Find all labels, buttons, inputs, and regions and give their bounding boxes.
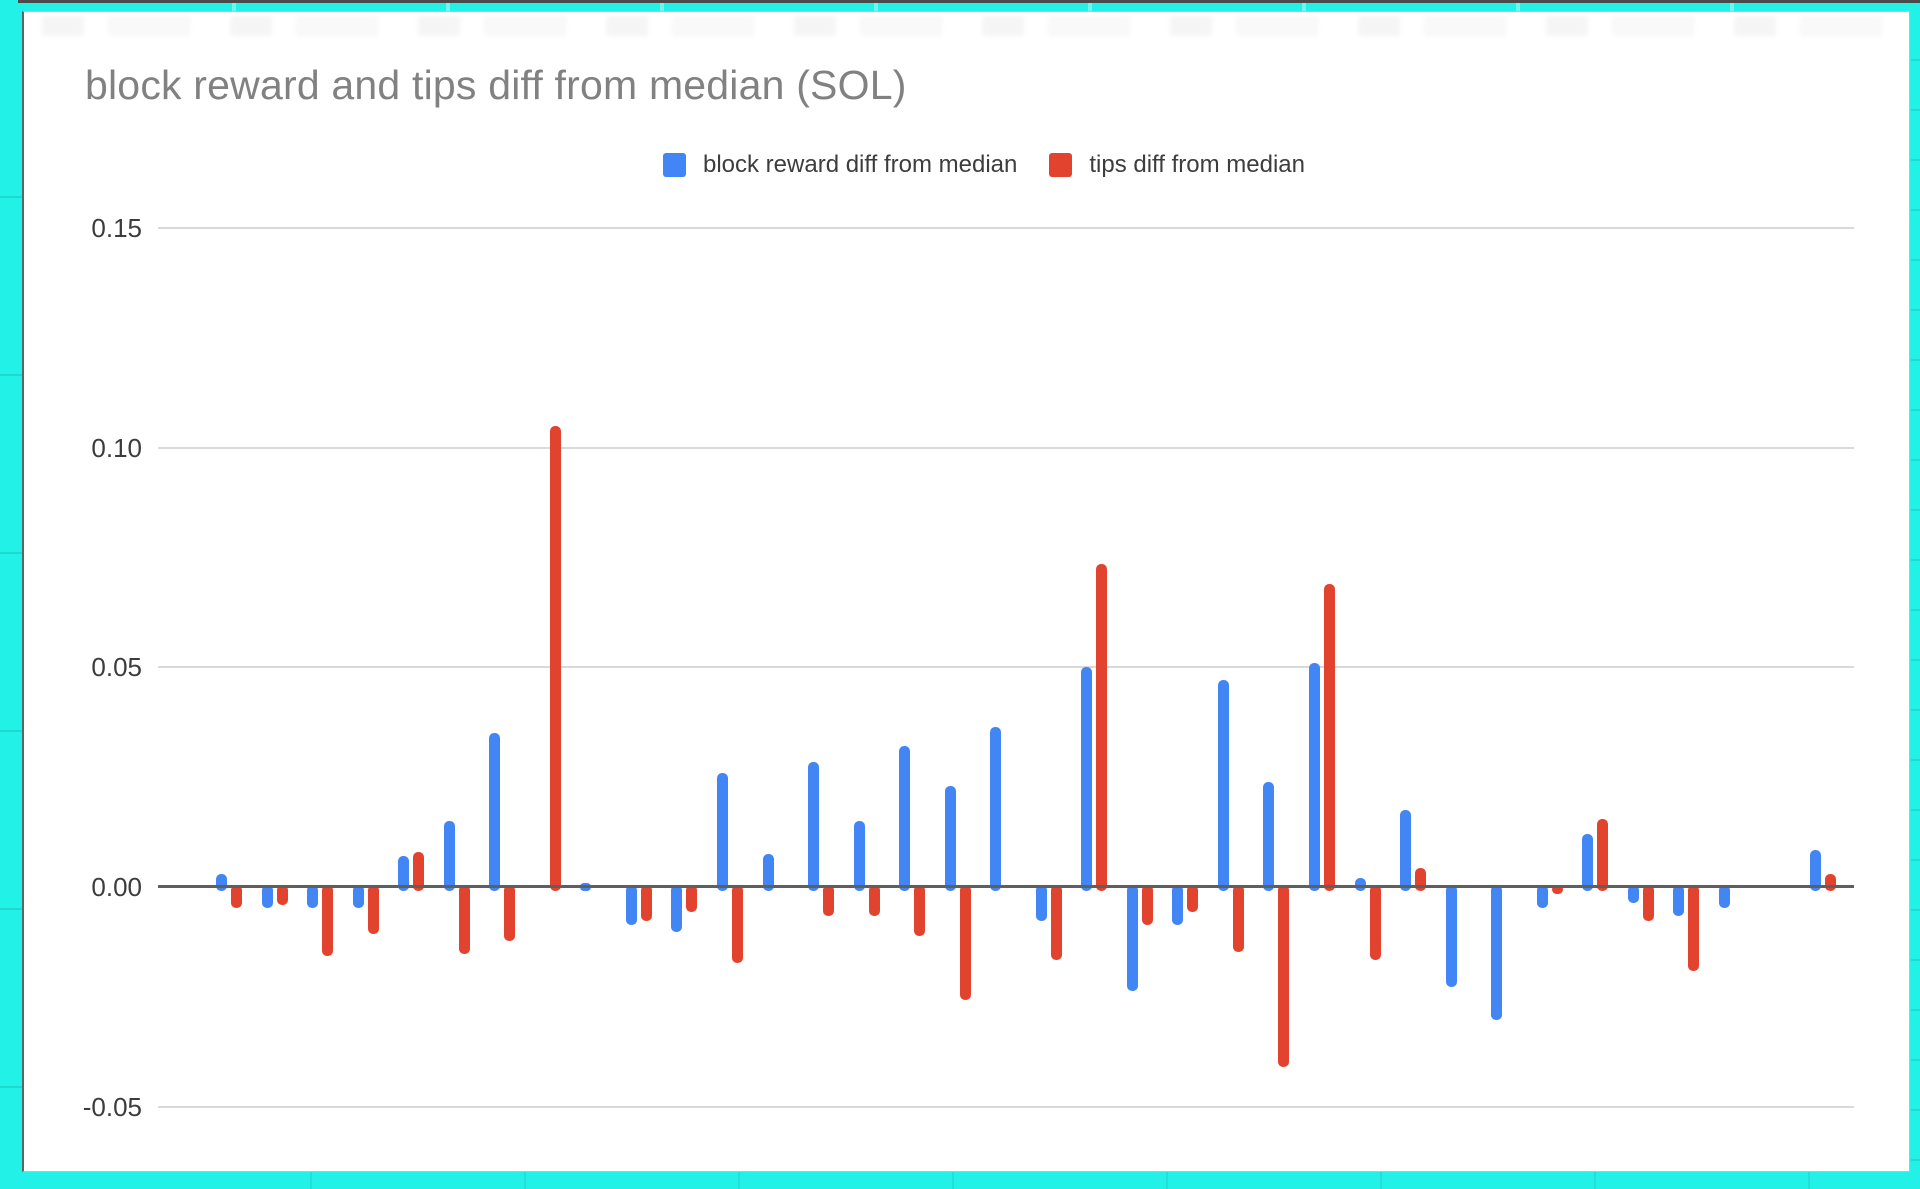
bar-block-reward-diff[interactable]: [1491, 885, 1503, 1020]
bar-tips-diff[interactable]: [1232, 885, 1244, 952]
x-axis-baseline: [158, 885, 1854, 888]
chart-legend: block reward diff from median tips diff …: [136, 151, 1832, 179]
bar-tips-diff[interactable]: [1415, 867, 1427, 891]
bar-tips-diff[interactable]: [276, 885, 288, 906]
spreadsheet-bottom-strip: [22, 1172, 1910, 1189]
bar-tips-diff[interactable]: [868, 885, 880, 917]
spreadsheet-right-strip: [1911, 11, 1920, 1189]
bar-tips-diff[interactable]: [1096, 563, 1108, 891]
y-axis-tick-label: 0.10: [91, 432, 142, 463]
bar-tips-diff[interactable]: [458, 885, 470, 954]
legend-item-block-reward: block reward diff from median: [662, 151, 1018, 179]
chart-card[interactable]: block reward and tips diff from median (…: [22, 11, 1910, 1172]
bar-block-reward-diff[interactable]: [1673, 885, 1685, 917]
window-top-edge: [18, 0, 1920, 3]
bar-block-reward-diff[interactable]: [625, 885, 637, 926]
bar-tips-diff[interactable]: [914, 885, 926, 937]
y-axis-tick-label: -0.05: [82, 1091, 142, 1122]
bar-block-reward-diff[interactable]: [944, 785, 956, 891]
bar-block-reward-diff[interactable]: [762, 854, 774, 891]
bar-block-reward-diff[interactable]: [216, 873, 227, 891]
bar-block-reward-diff[interactable]: [1035, 885, 1047, 921]
bar-tips-diff[interactable]: [640, 885, 652, 921]
bar-block-reward-diff[interactable]: [489, 733, 501, 891]
bar-tips-diff[interactable]: [1141, 885, 1153, 926]
bar-block-reward-diff[interactable]: [716, 772, 728, 891]
chart-title: block reward and tips diff from median (…: [85, 62, 907, 108]
bar-tips-diff[interactable]: [1324, 583, 1336, 891]
legend-swatch-red-icon: [1049, 153, 1073, 177]
bar-tips-diff[interactable]: [686, 885, 698, 912]
bar-block-reward-diff[interactable]: [1400, 810, 1412, 891]
gridline: [158, 1105, 1854, 1108]
legend-label-tips: tips diff from median: [1089, 151, 1305, 178]
plot-area[interactable]: [158, 12, 1854, 1173]
spreadsheet-top-strip: [22, 3, 1910, 11]
bar-block-reward-diff[interactable]: [1081, 667, 1093, 891]
bar-block-reward-diff[interactable]: [1309, 662, 1321, 891]
bar-block-reward-diff[interactable]: [307, 885, 319, 908]
gridline: [158, 226, 1854, 229]
bar-block-reward-diff[interactable]: [990, 726, 1002, 891]
bar-tips-diff[interactable]: [1642, 885, 1654, 921]
bar-tips-diff[interactable]: [1050, 885, 1062, 961]
bar-block-reward-diff[interactable]: [1627, 885, 1639, 904]
bar-block-reward-diff[interactable]: [1172, 885, 1184, 926]
bar-tips-diff[interactable]: [322, 885, 334, 956]
bar-block-reward-diff[interactable]: [1217, 680, 1229, 891]
bar-block-reward-diff[interactable]: [1354, 878, 1366, 891]
bar-tips-diff[interactable]: [1825, 873, 1836, 891]
bar-block-reward-diff[interactable]: [899, 746, 911, 891]
bar-block-reward-diff[interactable]: [261, 885, 273, 908]
bar-tips-diff[interactable]: [1597, 818, 1609, 891]
bar-tips-diff[interactable]: [367, 885, 379, 934]
bar-block-reward-diff[interactable]: [808, 761, 820, 891]
bar-tips-diff[interactable]: [1278, 885, 1290, 1067]
legend-item-tips: tips diff from median: [1049, 151, 1305, 179]
bar-tips-diff[interactable]: [231, 885, 242, 908]
bar-block-reward-diff[interactable]: [1445, 885, 1457, 987]
bar-tips-diff[interactable]: [1688, 885, 1700, 972]
bar-block-reward-diff[interactable]: [1263, 781, 1275, 891]
bar-block-reward-diff[interactable]: [1126, 885, 1138, 992]
legend-label-block-reward: block reward diff from median: [702, 151, 1018, 178]
bar-tips-diff[interactable]: [1187, 885, 1199, 912]
y-axis-tick-label: 0.15: [91, 212, 142, 243]
bar-tips-diff[interactable]: [504, 885, 516, 941]
bar-tips-diff[interactable]: [731, 885, 743, 963]
bar-block-reward-diff[interactable]: [443, 821, 455, 891]
bar-block-reward-diff[interactable]: [1810, 849, 1821, 891]
bar-block-reward-diff[interactable]: [352, 885, 364, 908]
bar-block-reward-diff[interactable]: [1536, 885, 1548, 908]
gridline: [158, 446, 1854, 449]
gridline: [158, 666, 1854, 669]
bar-block-reward-diff[interactable]: [1582, 834, 1594, 891]
bar-tips-diff[interactable]: [1551, 885, 1563, 895]
bar-tips-diff[interactable]: [959, 885, 971, 1000]
bar-tips-diff[interactable]: [413, 851, 425, 891]
bar-block-reward-diff[interactable]: [398, 856, 410, 891]
legend-swatch-blue-icon: [662, 153, 686, 177]
bar-tips-diff[interactable]: [1369, 885, 1381, 961]
bar-tips-diff[interactable]: [823, 885, 835, 917]
y-axis-tick-label: 0.00: [91, 872, 142, 902]
y-axis-tick-label: 0.05: [91, 652, 142, 683]
bar-block-reward-diff[interactable]: [671, 885, 683, 932]
spreadsheet-left-strip: [0, 3, 22, 1189]
bar-block-reward-diff[interactable]: [1718, 885, 1730, 908]
bar-block-reward-diff[interactable]: [853, 821, 865, 891]
bar-tips-diff[interactable]: [549, 425, 561, 891]
